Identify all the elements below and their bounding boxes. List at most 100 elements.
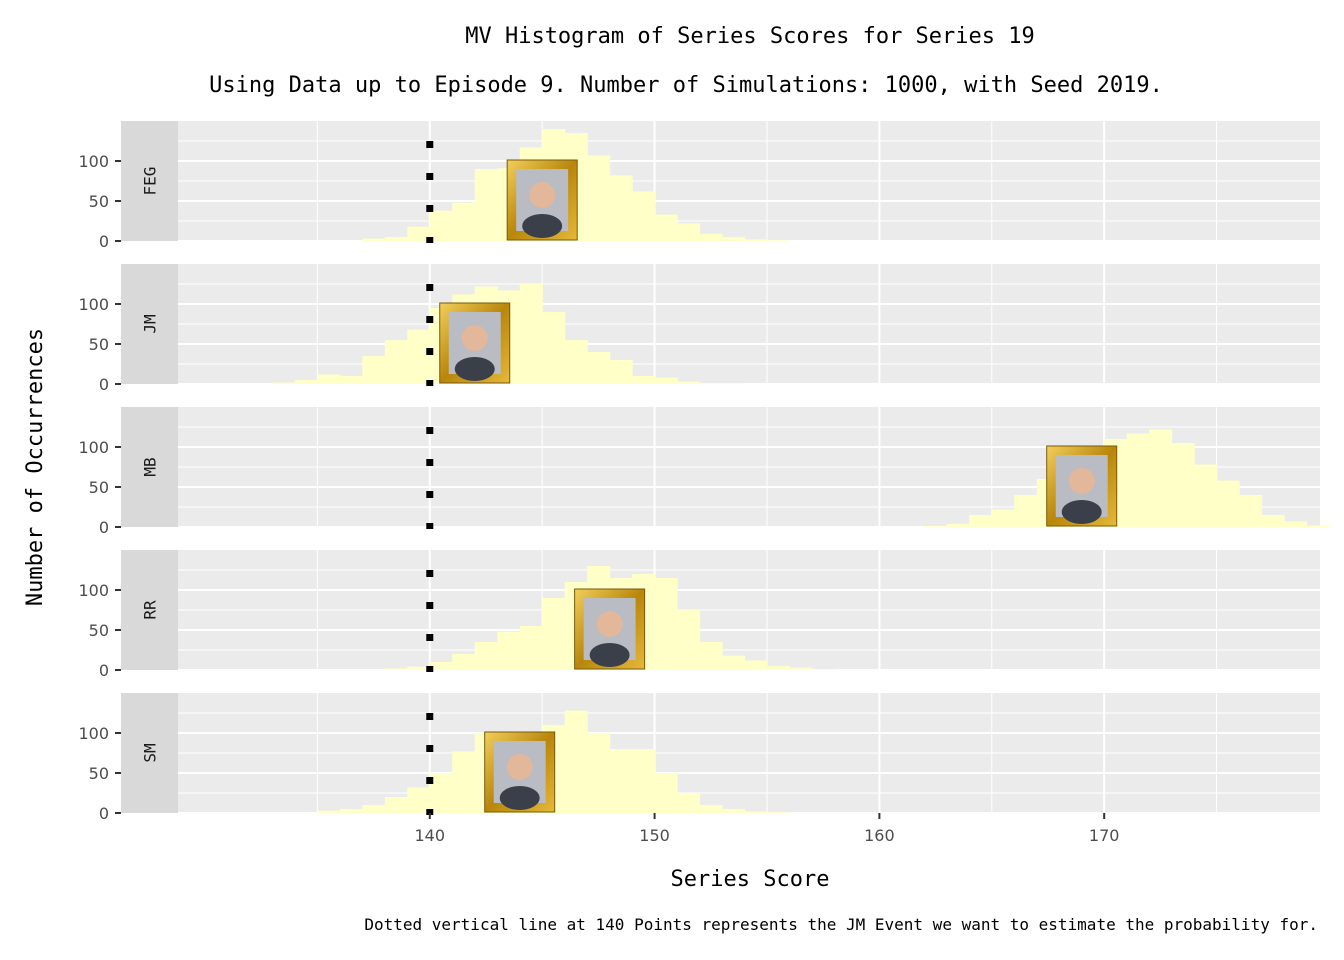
histogram-bar (969, 515, 993, 527)
histogram-bar (474, 642, 498, 670)
histogram-bar (407, 329, 431, 384)
facet-strip (121, 264, 178, 384)
histogram-bar (1239, 495, 1263, 527)
histogram-bar (766, 240, 791, 241)
y-tick-label: 50 (89, 335, 109, 354)
histogram-bar (722, 383, 746, 384)
histogram-bar (654, 578, 678, 670)
histogram-bar (564, 710, 588, 813)
histogram-bar (1171, 443, 1195, 527)
panel-jm: JM 0 50 100 (78, 264, 1320, 394)
panel-rr: RR 0 50 100 (78, 550, 1320, 680)
y-tick-label: 0 (99, 804, 109, 823)
x-tick-label: 150 (639, 826, 670, 845)
y-tick-label: 50 (89, 478, 109, 497)
histogram-bar (407, 787, 431, 813)
y-tick-label: 0 (99, 518, 109, 537)
x-axis-label: Series Score (671, 867, 830, 892)
histogram-bar (654, 214, 678, 241)
histogram-bar (632, 749, 656, 813)
facet-strip-label: FEG (141, 167, 160, 196)
histogram-bar (609, 749, 633, 813)
facet-strip (121, 407, 178, 527)
facet-strip (121, 693, 178, 813)
histogram-bar (497, 631, 521, 670)
histogram-bar (587, 352, 611, 384)
portrait-face (1068, 468, 1095, 494)
histogram-bar (1284, 521, 1308, 527)
histogram-bar (677, 381, 701, 384)
y-tick-label: 50 (89, 764, 109, 783)
histogram-bar (429, 773, 453, 813)
histogram-bar (1014, 495, 1038, 527)
portrait-body (522, 214, 563, 238)
histogram-bar (339, 809, 363, 813)
contestant-portrait (1046, 445, 1118, 527)
facet-strip-label: JM (141, 314, 160, 333)
portrait-body (499, 786, 540, 810)
y-axis-label: Number of Occurrences (23, 328, 48, 606)
facet-strip (121, 550, 178, 670)
histogram-bar (429, 662, 453, 670)
facet-strip (121, 121, 178, 241)
histogram-bar (519, 626, 543, 670)
x-tick-label: 170 (1089, 826, 1120, 845)
chart-title: MV Histogram of Series Scores for Series… (465, 24, 1035, 49)
histogram-bar (294, 380, 318, 384)
histogram-bar (564, 340, 588, 384)
histogram-bar (609, 175, 633, 241)
histogram-bar (811, 669, 836, 670)
histogram-bar (384, 340, 408, 384)
histogram-bar (452, 202, 476, 241)
histogram-bar (677, 793, 701, 813)
histogram-bar (384, 237, 408, 241)
y-tick-label: 100 (78, 724, 109, 743)
y-tick-label: 0 (99, 661, 109, 680)
histogram-bar (587, 733, 611, 813)
histogram-bar (632, 376, 656, 384)
portrait-face (596, 611, 623, 637)
histogram-bar (1194, 464, 1218, 527)
histogram-bar (362, 238, 386, 241)
histogram-bar (654, 773, 678, 813)
panel-mb: MB 0 50 100 (78, 407, 1330, 537)
histogram-bar (542, 598, 566, 670)
portrait-face (461, 325, 488, 351)
x-axis: 140 150 160 170 (415, 813, 1120, 845)
x-tick-label: 140 (415, 826, 446, 845)
facet-strip-label: SM (141, 743, 160, 762)
histogram-bar (766, 812, 791, 813)
histogram-bar (699, 642, 723, 670)
histogram-bar (1261, 515, 1285, 527)
histogram-bar (474, 169, 498, 241)
histogram-bar (654, 377, 678, 384)
histogram-bar (1306, 525, 1330, 527)
histogram-bar (542, 312, 566, 384)
histogram-bar (744, 239, 768, 241)
histogram-bar (924, 526, 948, 527)
portrait-face (529, 182, 556, 208)
histogram-bar (722, 809, 746, 813)
chart-caption: Dotted vertical line at 140 Points repre… (364, 915, 1318, 934)
histogram-bar (452, 654, 476, 670)
histogram-bar (1216, 480, 1240, 527)
facet-strip-label: RR (141, 600, 160, 620)
histogram-bar (339, 376, 363, 384)
histogram-bar (362, 805, 386, 813)
histogram-bar (429, 210, 453, 241)
facet-strip-label: MB (141, 457, 160, 476)
chart-subtitle: Using Data up to Episode 9. Number of Si… (209, 73, 1163, 98)
y-tick-label: 50 (89, 621, 109, 640)
portrait-body (1061, 500, 1102, 524)
histogram-bar (699, 805, 723, 813)
y-tick-label: 100 (78, 152, 109, 171)
histogram-bar (789, 667, 813, 670)
histogram-bar (699, 383, 723, 384)
contestant-portrait (574, 588, 646, 670)
x-tick-label: 160 (864, 826, 895, 845)
portrait-body (589, 643, 630, 667)
portrait-face (506, 754, 533, 780)
histogram-bar (946, 523, 970, 527)
histogram-bar (452, 751, 476, 813)
